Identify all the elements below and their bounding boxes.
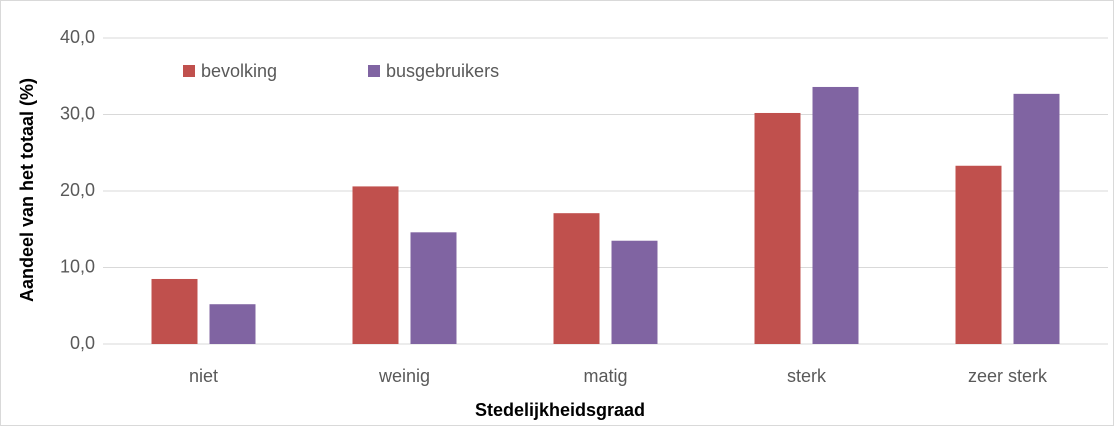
bar — [209, 304, 256, 344]
bar — [553, 213, 600, 344]
x-tick-label: matig — [583, 366, 627, 386]
bar — [352, 186, 399, 344]
legend-label: bevolking — [201, 61, 277, 81]
legend-swatch — [183, 65, 195, 77]
y-axis-title: Aandeel van het totaal (%) — [17, 78, 37, 302]
bar — [151, 278, 198, 344]
bar — [410, 232, 457, 344]
bar — [754, 112, 801, 344]
y-tick-label: 30,0 — [60, 103, 95, 123]
legend-label: busgebruikers — [386, 61, 499, 81]
x-tick-label: weinig — [378, 366, 430, 386]
y-tick-label: 40,0 — [60, 27, 95, 47]
bar — [955, 165, 1002, 344]
bar — [812, 86, 859, 345]
x-tick-label: niet — [189, 366, 218, 386]
x-tick-label: sterk — [787, 366, 827, 386]
y-tick-label: 20,0 — [60, 180, 95, 200]
legend-swatch — [368, 65, 380, 77]
bar — [611, 240, 658, 344]
bar — [1013, 93, 1060, 344]
y-tick-label: 0,0 — [70, 333, 95, 353]
x-axis-title: Stedelijkheidsgraad — [475, 400, 645, 420]
x-tick-label: zeer sterk — [968, 366, 1048, 386]
y-tick-label: 10,0 — [60, 256, 95, 276]
